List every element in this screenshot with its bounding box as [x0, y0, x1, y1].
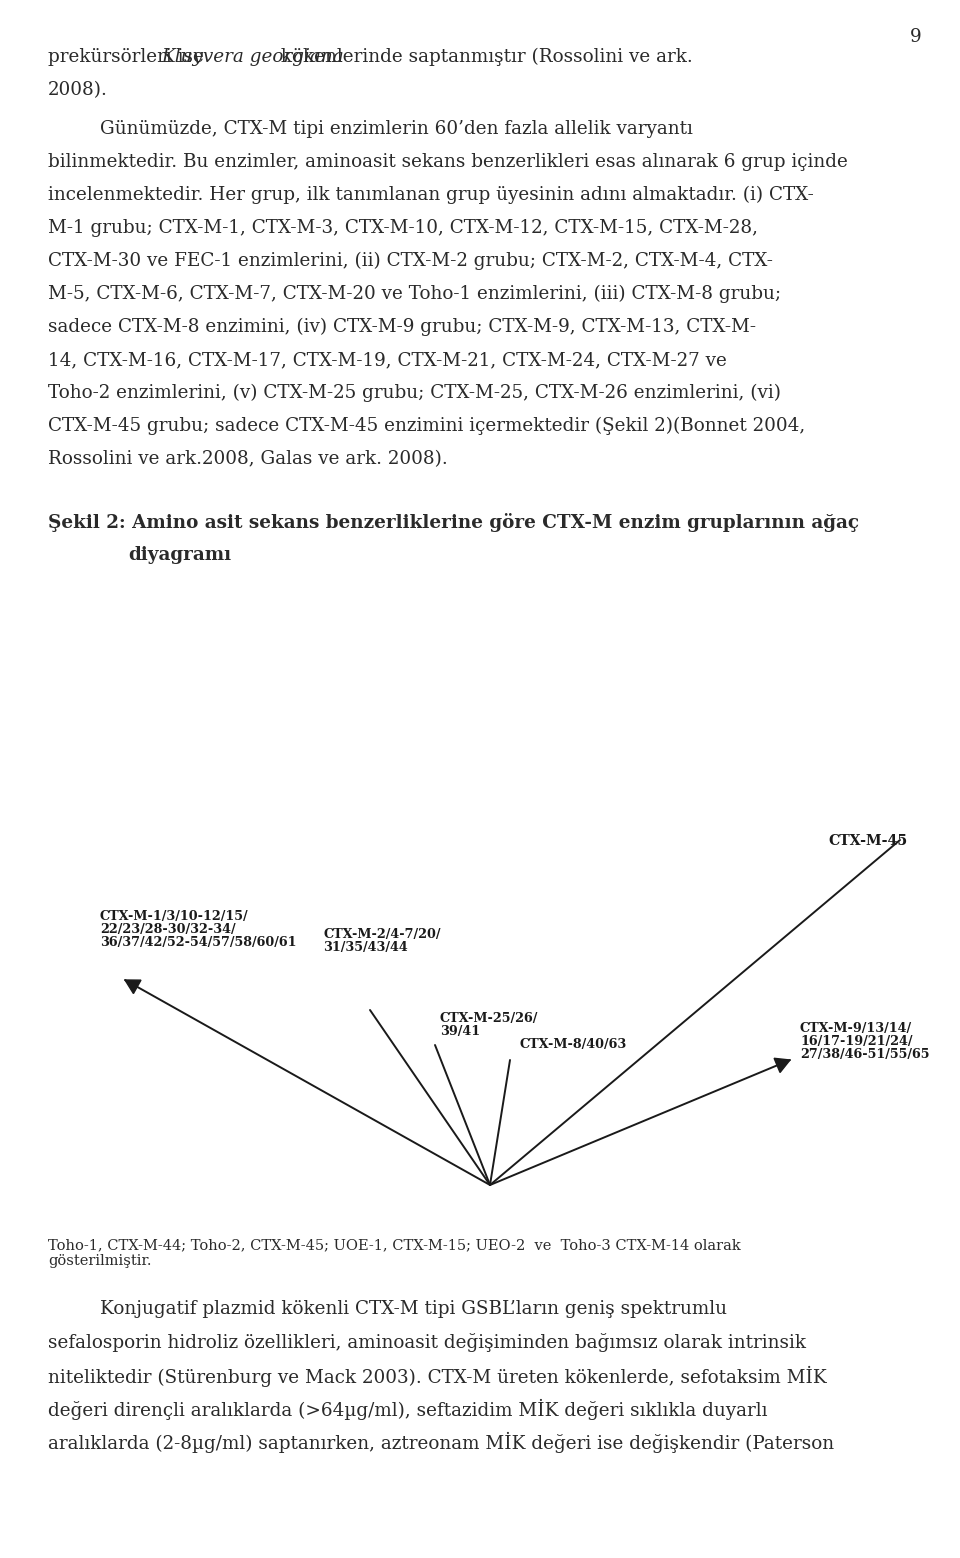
Text: CTX-M-8/40/63: CTX-M-8/40/63 [520, 1038, 627, 1052]
Text: sefalosporin hidroliz özellikleri, aminoasit değişiminden bağımsız olarak intrin: sefalosporin hidroliz özellikleri, amino… [48, 1334, 806, 1352]
Text: Rossolini ve ark.2008, Galas ve ark. 2008).: Rossolini ve ark.2008, Galas ve ark. 200… [48, 450, 447, 467]
Text: 14, CTX-M-16, CTX-M-17, CTX-M-19, CTX-M-21, CTX-M-24, CTX-M-27 ve: 14, CTX-M-16, CTX-M-17, CTX-M-19, CTX-M-… [48, 351, 727, 369]
Text: 16/17-19/21/24/: 16/17-19/21/24/ [800, 1035, 913, 1049]
Text: Günümüzde, CTX-M tipi enzimlerin 60’den fazla allelik varyantı: Günümüzde, CTX-M tipi enzimlerin 60’den … [100, 120, 693, 139]
Text: CTX-M-1/3/10-12/15/: CTX-M-1/3/10-12/15/ [100, 910, 249, 922]
Text: bilinmektedir. Bu enzimler, aminoasit sekans benzerlikleri esas alınarak 6 grup : bilinmektedir. Bu enzimler, aminoasit se… [48, 153, 848, 171]
Text: CTX-M-9/13/14/: CTX-M-9/13/14/ [800, 1022, 912, 1035]
Text: M-1 grubu; CTX-M-1, CTX-M-3, CTX-M-10, CTX-M-12, CTX-M-15, CTX-M-28,: M-1 grubu; CTX-M-1, CTX-M-3, CTX-M-10, C… [48, 220, 758, 237]
Text: 9: 9 [910, 28, 922, 47]
Text: Kluyvera georgiana: Kluyvera georgiana [161, 48, 344, 65]
Text: CTX-M-45 grubu; sadece CTX-M-45 enzimini içermektedir (Şekil 2)(Bonnet 2004,: CTX-M-45 grubu; sadece CTX-M-45 enzimini… [48, 418, 805, 435]
Text: Toho-2 enzimlerini, (v) CTX-M-25 grubu; CTX-M-25, CTX-M-26 enzimlerini, (vi): Toho-2 enzimlerini, (v) CTX-M-25 grubu; … [48, 383, 781, 402]
Text: aralıklarda (2-8µg/ml) saptanırken, aztreonam MİK değeri ise değişkendir (Paters: aralıklarda (2-8µg/ml) saptanırken, aztr… [48, 1432, 834, 1454]
Text: M-5, CTX-M-6, CTX-M-7, CTX-M-20 ve Toho-1 enzimlerini, (iii) CTX-M-8 grubu;: M-5, CTX-M-6, CTX-M-7, CTX-M-20 ve Toho-… [48, 285, 781, 304]
Text: incelenmektedir. Her grup, ilk tanımlanan grup üyesinin adını almaktadır. (i) CT: incelenmektedir. Her grup, ilk tanımlana… [48, 185, 814, 204]
Text: 36/37/42/52-54/57/58/60/61: 36/37/42/52-54/57/58/60/61 [100, 936, 297, 949]
Text: 22/23/28-30/32-34/: 22/23/28-30/32-34/ [100, 922, 235, 936]
Text: diyagramı: diyagramı [128, 545, 231, 564]
Text: CTX-M-2/4-7/20/: CTX-M-2/4-7/20/ [323, 929, 441, 941]
Text: CTX-M-30 ve FEC-1 enzimlerini, (ii) CTX-M-2 grubu; CTX-M-2, CTX-M-4, CTX-: CTX-M-30 ve FEC-1 enzimlerini, (ii) CTX-… [48, 252, 773, 270]
Text: kökenlerinde saptanmıştır (Rossolini ve ark.: kökenlerinde saptanmıştır (Rossolini ve … [275, 48, 692, 67]
Text: 39/41: 39/41 [440, 1025, 480, 1038]
Text: 31/35/43/44: 31/35/43/44 [323, 941, 408, 953]
Text: CTX-M-45: CTX-M-45 [828, 834, 907, 848]
Text: gösterilmiştir.: gösterilmiştir. [48, 1254, 152, 1268]
Text: niteliktedir (Stürenburg ve Mack 2003). CTX-M üreten kökenlerde, sefotaksim MİK: niteliktedir (Stürenburg ve Mack 2003). … [48, 1366, 827, 1387]
Text: Şekil 2: Amino asit sekans benzerliklerine göre CTX-M enzim gruplarının ağaç: Şekil 2: Amino asit sekans benzerlikleri… [48, 513, 859, 531]
Text: 2008).: 2008). [48, 81, 108, 100]
Text: CTX-M-25/26/: CTX-M-25/26/ [440, 1013, 539, 1025]
Text: 27/38/46-51/55/65: 27/38/46-51/55/65 [800, 1049, 929, 1061]
Text: Konjugatif plazmid kökenli CTX-M tipi GSBL’ların geniş spektrumlu: Konjugatif plazmid kökenli CTX-M tipi GS… [100, 1299, 727, 1318]
Text: prekürsörleri ise: prekürsörleri ise [48, 48, 209, 65]
Text: değeri dirençli aralıklarda (>64µg/ml), seftazidim MİK değeri sıklıkla duyarlı: değeri dirençli aralıklarda (>64µg/ml), … [48, 1399, 767, 1421]
Polygon shape [774, 1058, 790, 1072]
Text: Toho-1, CTX-M-44; Toho-2, CTX-M-45; UOE-1, CTX-M-15; UEO-2  ve  Toho-3 CTX-M-14 : Toho-1, CTX-M-44; Toho-2, CTX-M-45; UOE-… [48, 1239, 741, 1253]
Polygon shape [125, 980, 141, 994]
Text: sadece CTX-M-8 enzimini, (iv) CTX-M-9 grubu; CTX-M-9, CTX-M-13, CTX-M-: sadece CTX-M-8 enzimini, (iv) CTX-M-9 gr… [48, 318, 756, 337]
